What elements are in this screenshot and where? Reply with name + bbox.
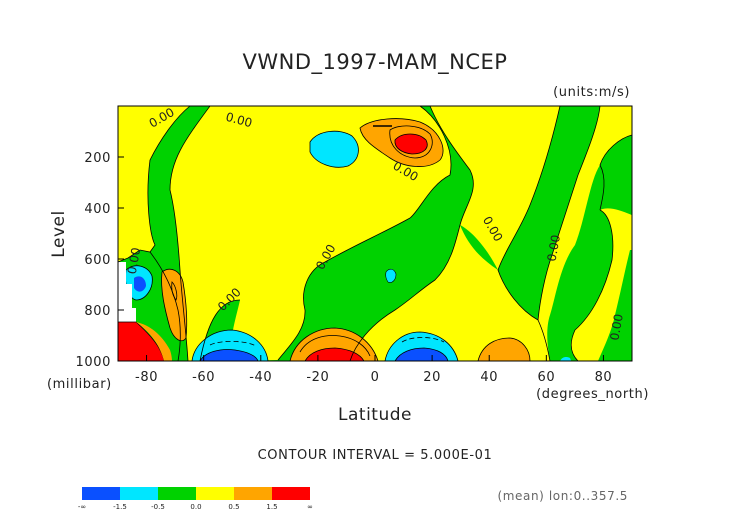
contour-label: 0.00: [125, 246, 143, 275]
zero-contour-central: [169, 105, 211, 362]
plot-area: 0.00 0.000.000.000.000.00 0.000.000.00: [117, 105, 633, 362]
yellow-region-upper-left: [118, 106, 190, 262]
contour-mid-left-loop: [171, 281, 178, 301]
contour-upper-loop: [389, 125, 433, 159]
contour-dash-bottom-nh: [401, 337, 445, 343]
y-axis: 200 400 600 800 1000: [76, 151, 124, 370]
color-legend: -∞ -1.5 -0.5 0.0 0.5 1.5 ∞: [78, 487, 313, 511]
zero-contour-central-right: [277, 105, 452, 361]
cyan-blob-upper: [309, 130, 359, 168]
legend-label: 0.5: [228, 503, 239, 511]
contour-loop-bottom: [299, 335, 371, 357]
green-region-far-right: [600, 148, 632, 215]
legend-label: 1.5: [266, 503, 277, 511]
red-blob-bottom: [304, 347, 365, 362]
chart-title: VWND_1997-MAM_NCEP: [243, 50, 508, 75]
zero-contours: [117, 105, 633, 362]
x-tick-label: 40: [480, 370, 498, 385]
footer-label: (mean) lon:0..357.5: [497, 489, 628, 503]
y-tick-label: 200: [84, 151, 111, 166]
x-tick-label: -40: [249, 370, 272, 385]
zero-contour-top-right: [599, 134, 633, 211]
legend-label: 0.0: [190, 503, 201, 511]
legend-label: ∞: [307, 503, 313, 511]
zero-contour-right: [349, 105, 474, 362]
legend-swatch: [196, 487, 234, 500]
yellow-region-bottom-right: [571, 207, 632, 361]
x-tick-label: 60: [537, 370, 555, 385]
contour-label: 0.00: [224, 110, 253, 130]
contour-label: 0.00: [607, 313, 625, 342]
y-units-label: (millibar): [47, 377, 112, 392]
x-tick-label: -60: [192, 370, 215, 385]
units-label: (units:m/s): [553, 85, 630, 100]
y-axis-title: Level: [49, 210, 69, 257]
contour-label: 0.00: [545, 234, 563, 263]
x-axis: -80 -60 -40 -20 0 20 40 60 80: [135, 355, 612, 385]
x-tick-label: 0: [371, 370, 380, 385]
orange-rim-bottom-left: [136, 322, 172, 361]
blue-blob-bottom-sh: [199, 349, 259, 362]
x-axis-title: Latitude: [338, 405, 412, 425]
yellow-region-central: [170, 106, 451, 361]
cyan-spot-bottom-right: [560, 357, 571, 361]
contour-dash-bottom-sh: [209, 340, 257, 347]
blue-blob-mid-left: [134, 276, 146, 292]
zero-contour-far-right-a: [497, 105, 561, 321]
green-region-wedge: [460, 225, 498, 270]
x-tick-label: -80: [135, 370, 158, 385]
contour-interval-label: CONTOUR INTERVAL = 5.000E-01: [258, 448, 493, 463]
legend-swatch: [234, 487, 272, 500]
red-blob-upper: [394, 133, 428, 155]
legend-label: -0.5: [151, 503, 165, 511]
y-tick-label: 400: [84, 202, 111, 217]
white-mask-left: [118, 262, 136, 322]
y-tick-label: 600: [84, 253, 111, 268]
legend-swatch: [82, 487, 120, 500]
orange-blob-bottom-right: [477, 337, 531, 362]
legend-swatch: [272, 487, 310, 500]
blue-blob-bottom-nh: [394, 347, 449, 362]
yellow-region-top-right: [520, 106, 560, 150]
x-tick-label: -20: [306, 370, 329, 385]
legend-swatch: [158, 487, 196, 500]
orange-blob-bottom: [289, 327, 379, 362]
legend-label: -1.5: [113, 503, 127, 511]
cyan-spot-mid: [385, 268, 397, 283]
y-tick-label: 1000: [76, 355, 111, 370]
x-tick-label: 20: [423, 370, 441, 385]
legend-swatch: [120, 487, 158, 500]
green-region-right-band: [498, 106, 600, 320]
zero-contour-upper-left: [117, 105, 191, 263]
zero-contour-far-right-b: [537, 105, 601, 362]
zero-contour-central-lower: [199, 299, 241, 362]
zero-contour-edge: [570, 209, 614, 362]
y-tick-label: 800: [84, 304, 111, 319]
zero-contour-lower-left: [149, 251, 181, 362]
legend-label: -∞: [78, 503, 86, 511]
x-tick-label: 80: [595, 370, 613, 385]
x-units-label: (degrees_north): [536, 387, 649, 402]
